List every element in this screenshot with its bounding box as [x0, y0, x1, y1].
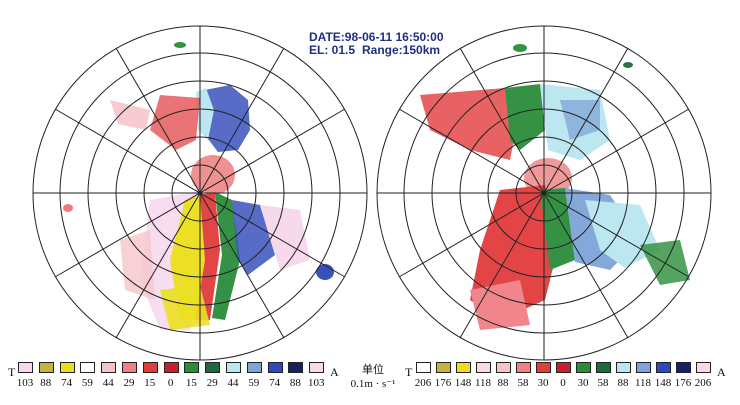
legend-right-swatch: [576, 362, 591, 373]
legend-right-swatch: [416, 362, 431, 373]
legend-left-swatch: [267, 362, 283, 373]
legend-left-swatch: [59, 362, 75, 373]
left-velocity-echoes: [63, 42, 334, 330]
unit-label: 单位 0.1m · s⁻¹: [343, 363, 403, 391]
legend-left-swatch: [122, 362, 137, 373]
legend-left-swatch: [288, 362, 304, 373]
legend-right-tick-label: 118: [474, 377, 492, 389]
legend-right-swatch: [456, 362, 471, 373]
legend-left-tick-label: 74: [61, 377, 73, 389]
legend-left-tick-label: 59: [248, 377, 260, 389]
legend-left-tick-label: 15: [185, 377, 197, 389]
legend-right-swatch: [596, 362, 611, 373]
legend-left-tick-label: 88: [289, 377, 301, 389]
legend-left-swatch: [101, 362, 117, 373]
legend-left-swatch: [205, 362, 221, 373]
legend-left-tick-label: 15: [144, 377, 156, 389]
legend-left-swatch: [38, 362, 54, 373]
legend-right-swatch: [696, 362, 711, 373]
left-range-rings: [32, 25, 368, 361]
legend-right-swatch: [656, 362, 671, 373]
legend-left-tick-label: 88: [40, 377, 52, 389]
legend-left-tick-label: 44: [227, 377, 239, 389]
legend-left-swatch: [142, 362, 158, 373]
legend-right-tick-label: 0: [560, 377, 566, 389]
legend-left-tick-label: 0: [167, 377, 174, 389]
legend-right-tick-label: 206: [694, 377, 712, 389]
left-legend-end-label: A: [330, 365, 339, 379]
legend-right-swatch: [536, 362, 551, 373]
legend-right-tick-label: 58: [597, 377, 609, 389]
legend-left-swatch: [80, 362, 96, 373]
legend-left-swatch: [226, 362, 241, 373]
legend-right-swatch: [516, 362, 531, 373]
right-range-rings: [376, 25, 712, 361]
legend-right-tick-label: 206: [414, 377, 432, 389]
right-legend-end-label: A: [717, 365, 726, 379]
legend-left-swatch: [163, 362, 179, 373]
right-velocity-ppi-display: [376, 25, 712, 361]
right-velocity-echoes: [420, 44, 690, 330]
legend-right-tick-label: 30: [577, 377, 589, 389]
legend-left-tick-label: 74: [269, 377, 281, 389]
left-color-legend: 103 88 74 59 44 29 15 0 15 29 44 59 74 88 103: [16, 362, 330, 400]
legend-right-swatch: [636, 362, 651, 373]
legend-right-tick-label: 176: [674, 377, 692, 389]
legend-right-swatch: [676, 362, 691, 373]
left-velocity-ppi-display: [32, 25, 368, 361]
legend-left-tick-label: 44: [102, 377, 114, 389]
legend-right-tick-label: 148: [654, 377, 672, 389]
legend-left-swatch: [246, 362, 262, 373]
legend-right-tick-label: 148: [454, 377, 472, 389]
legend-left-tick-label: 103: [16, 377, 34, 389]
legend-right-tick-label: 88: [617, 377, 629, 389]
legend-left-swatch: [309, 362, 325, 373]
legend-left-tick-label: 29: [206, 377, 218, 389]
legend-right-tick-label: 30: [537, 377, 549, 389]
right-color-legend: 206 176 148 118 88 58 30 0 30 58 88 118 148 176 206: [414, 362, 716, 400]
legend-right-tick-label: 88: [497, 377, 509, 389]
legend-right-swatch: [496, 362, 511, 373]
legend-left-swatch: [18, 362, 33, 373]
legend-left-tick-label: 59: [81, 377, 93, 389]
unit-name: 单位: [362, 364, 384, 376]
legend-right-swatch: [556, 362, 571, 373]
legend-right-swatch: [616, 362, 631, 373]
legend-left-swatch: [184, 362, 200, 373]
right-legend-start-label: T: [405, 365, 413, 379]
legend-right-tick-label: 58: [517, 377, 529, 389]
unit-value: 0.1m · s⁻¹: [350, 378, 396, 390]
elevation-label: EL: 01.5: [309, 43, 356, 57]
legend-right-tick-label: 118: [634, 377, 652, 389]
scan-date-label: DATE:98-06-11 16:50:00: [309, 30, 444, 44]
legend-left-tick-label: 103: [307, 377, 325, 389]
legend-right-swatch: [436, 362, 451, 373]
range-label: Range:150km: [362, 43, 441, 57]
left-legend-start-label: T: [8, 365, 16, 379]
legend-right-swatch: [476, 362, 491, 373]
legend-left-tick-label: 29: [123, 377, 135, 389]
legend-right-tick-label: 176: [434, 377, 452, 389]
